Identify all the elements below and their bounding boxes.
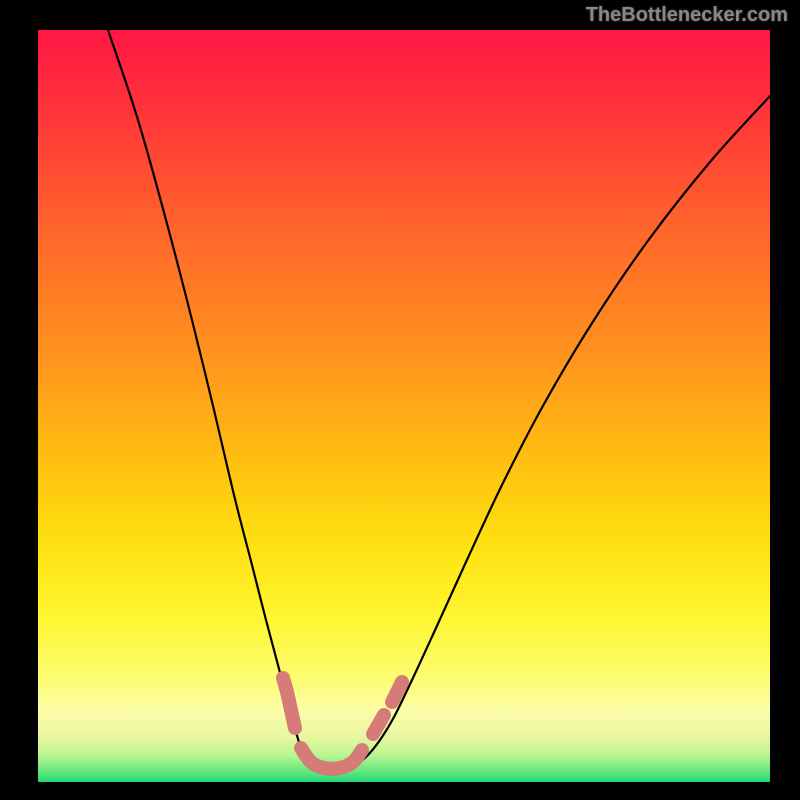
highlight-segment [373, 715, 384, 734]
chart-canvas: TheBottlenecker.com [0, 0, 800, 800]
highlight-segment [392, 682, 402, 702]
plot-background [38, 30, 770, 782]
chart-svg [0, 0, 800, 800]
watermark-text: TheBottlenecker.com [586, 4, 788, 27]
